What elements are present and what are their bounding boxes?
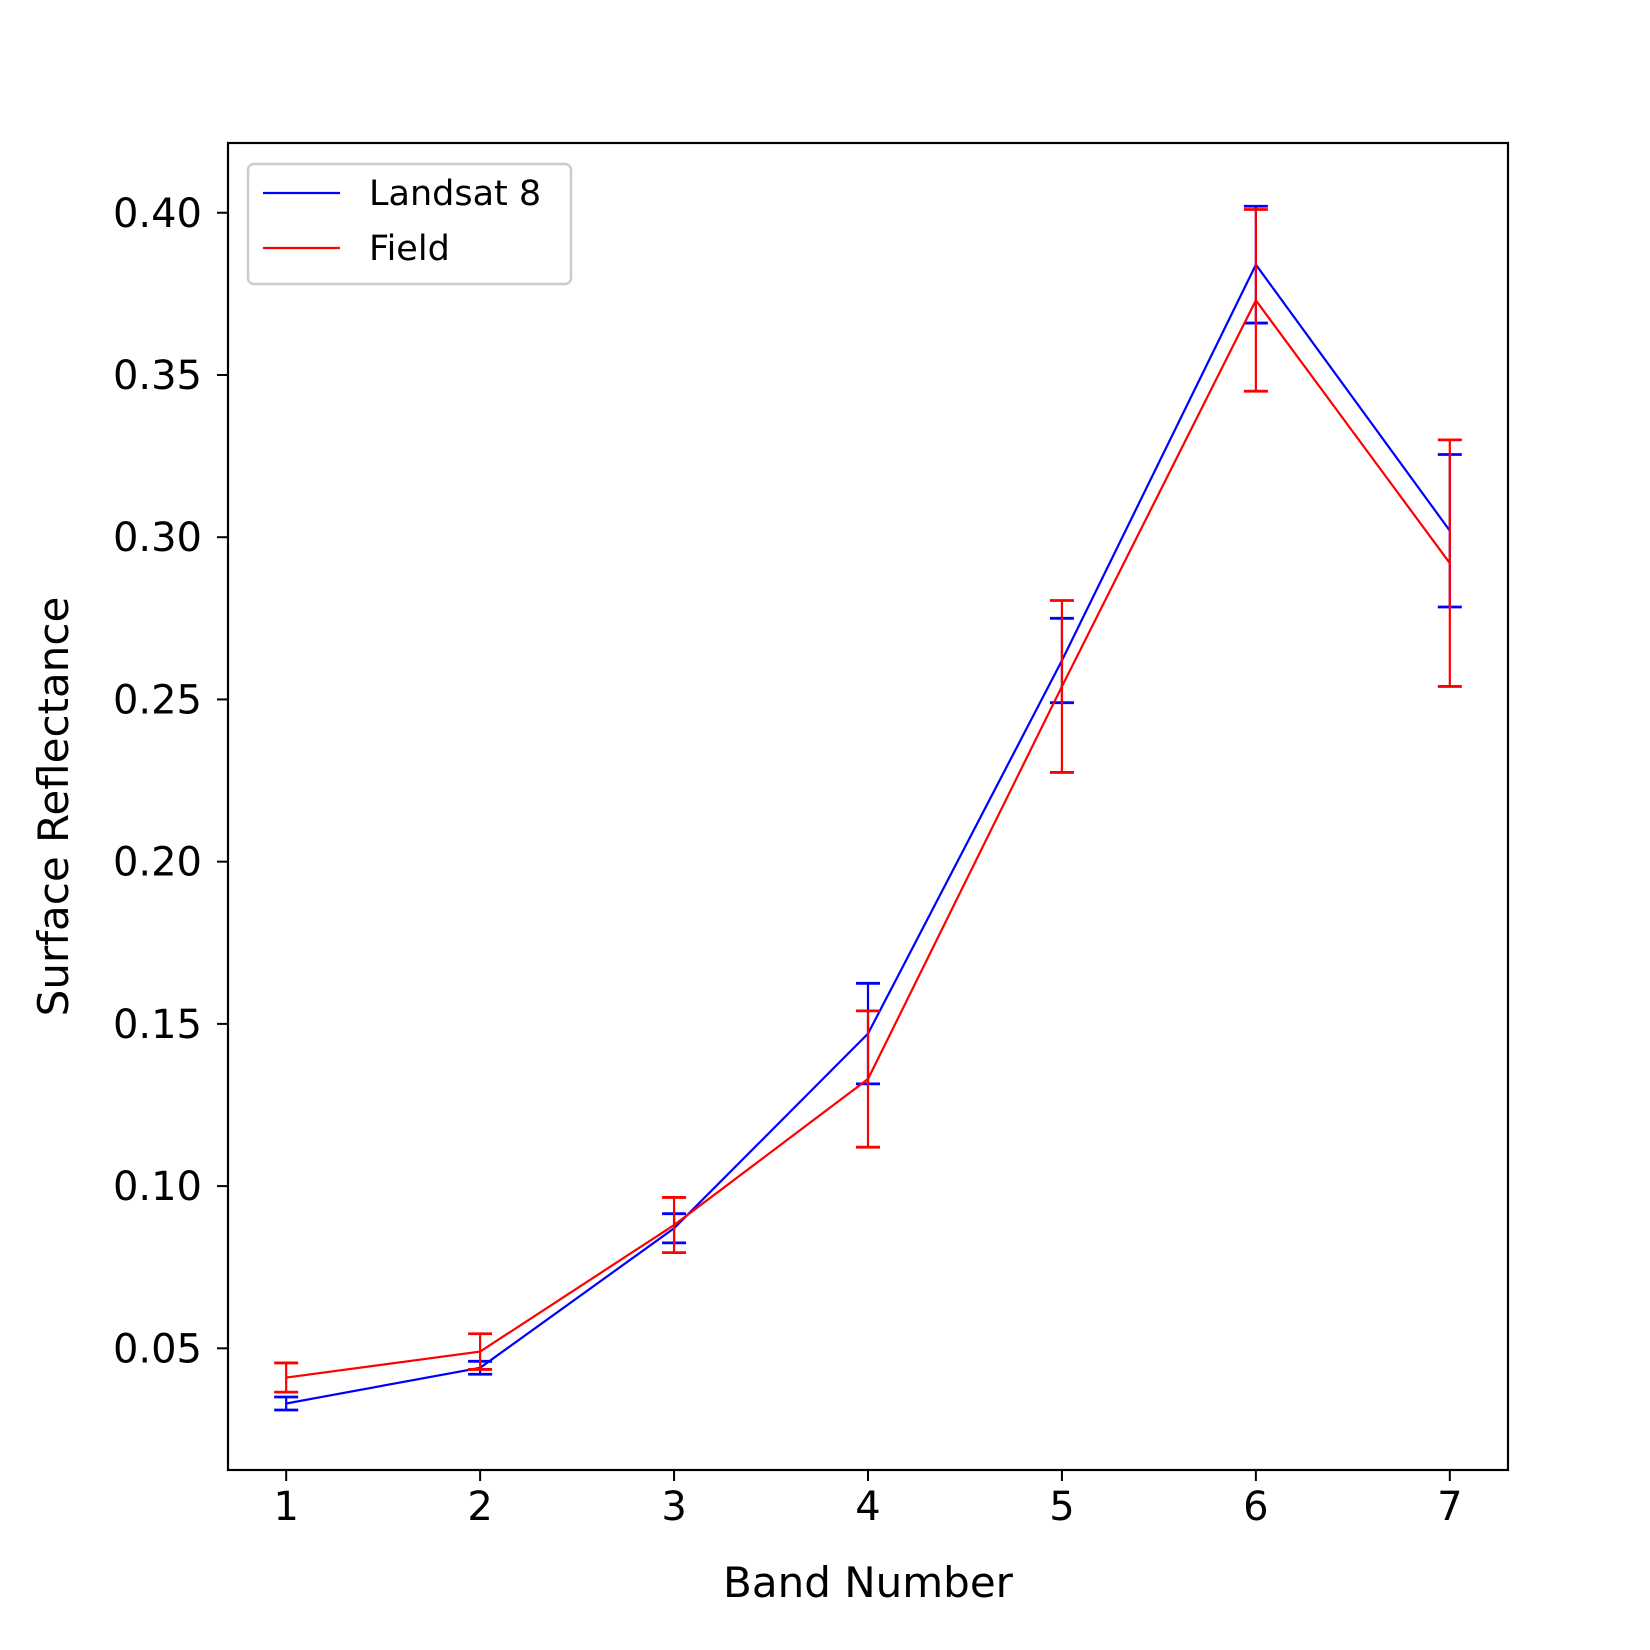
error-bar — [468, 1332, 493, 1371]
series-landsat-8 — [274, 204, 1462, 1412]
error-bar — [1437, 438, 1462, 688]
x-axis-label: Band Number — [723, 1558, 1014, 1607]
legend-label: Field — [369, 229, 450, 269]
legend-item: Field — [263, 229, 450, 269]
x-tick-label: 5 — [1049, 1484, 1074, 1530]
y-tick-label: 0.10 — [113, 1164, 202, 1210]
x-tick-label: 4 — [855, 1484, 880, 1530]
y-tick-label: 0.05 — [113, 1326, 202, 1372]
legend-item: Landsat 8 — [263, 174, 541, 214]
series-line — [285, 262, 1451, 1405]
y-tick-label: 0.25 — [113, 677, 202, 723]
error-bar — [856, 1009, 880, 1149]
x-tick-label: 3 — [661, 1484, 686, 1530]
error-bar — [274, 1395, 299, 1412]
plot-frame — [226, 141, 1510, 1472]
x-tick-label: 1 — [273, 1484, 298, 1530]
error-bar — [274, 1361, 299, 1394]
x-tick-label: 2 — [467, 1484, 492, 1530]
y-tick-label: 0.35 — [113, 353, 202, 399]
y-tick-label: 0.40 — [113, 191, 202, 237]
y-axis-label: Surface Reflectance — [29, 597, 78, 1017]
series-field — [274, 208, 1462, 1394]
error-bar — [1243, 208, 1268, 393]
series-line — [286, 298, 1451, 1379]
x-tick-label: 6 — [1243, 1484, 1268, 1530]
axes: Band Number Surface Reflectance 1 2 3 4 5 6 7 0… — [29, 141, 1510, 1607]
y-tick-label: 0.20 — [113, 840, 202, 886]
y-tick-label: 0.15 — [113, 1002, 202, 1048]
error-bar — [662, 1196, 687, 1255]
error-bar — [1049, 599, 1074, 774]
legend: Landsat 8 Field — [246, 162, 573, 286]
y-tick-label: 0.30 — [113, 515, 202, 561]
x-tick-label: 7 — [1437, 1484, 1462, 1530]
plot-area — [274, 204, 1462, 1412]
legend-label: Landsat 8 — [369, 174, 541, 214]
